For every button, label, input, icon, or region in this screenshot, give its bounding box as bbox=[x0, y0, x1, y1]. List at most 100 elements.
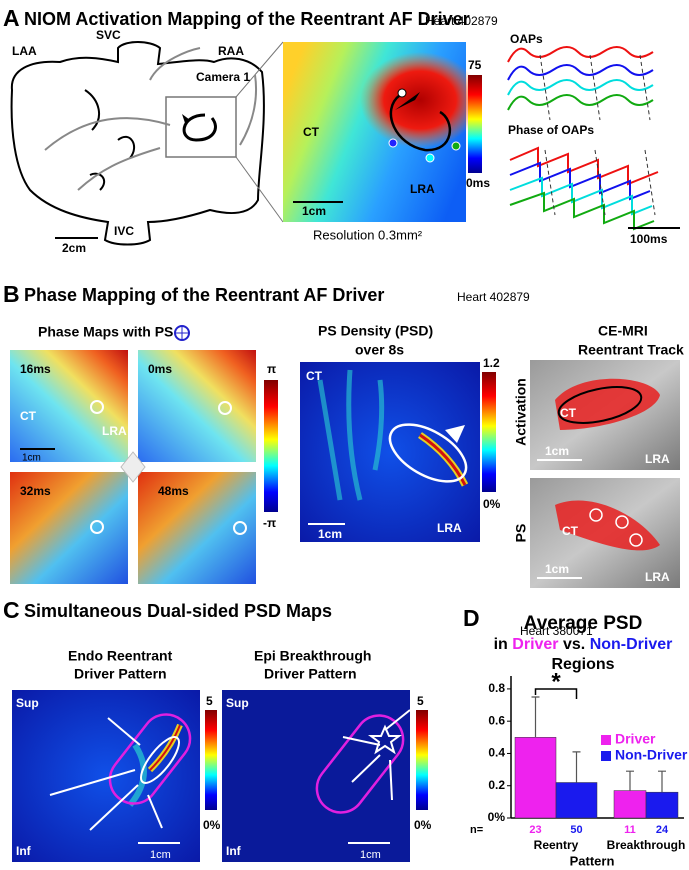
panel-title: Simultaneous Dual-sided PSD Maps bbox=[24, 601, 332, 621]
x-tick-label: Breakthrough bbox=[607, 838, 686, 852]
bar bbox=[555, 782, 598, 819]
panel-title: NIOM Activation Mapping of the Reentrant… bbox=[24, 9, 470, 29]
heart-outline bbox=[10, 41, 265, 246]
map-label: CT bbox=[20, 409, 37, 423]
time-label: 48ms bbox=[158, 484, 189, 498]
y-tick-label: 0.8 bbox=[488, 681, 505, 695]
colorbar-label: 0% bbox=[414, 818, 432, 832]
resolution: Resolution 0.3mm² bbox=[313, 227, 423, 242]
map-label: CT bbox=[303, 125, 320, 139]
colorbar bbox=[264, 380, 278, 512]
scale-label: 1cm bbox=[150, 849, 171, 861]
bar bbox=[514, 737, 557, 819]
significance-bracket bbox=[534, 688, 578, 699]
phase-maps bbox=[10, 350, 256, 584]
panel-letter: A bbox=[3, 5, 20, 31]
row-label: Activation bbox=[513, 378, 529, 446]
time-label: 32ms bbox=[20, 484, 51, 498]
n-count: 50 bbox=[570, 824, 582, 836]
scale-label: 1cm bbox=[22, 453, 41, 464]
colorbar bbox=[482, 372, 496, 492]
heart-label: LAA bbox=[12, 44, 37, 58]
sub-title: CE-MRI bbox=[598, 323, 648, 339]
map-label: CT bbox=[562, 524, 579, 538]
sub-title: Reentrant Track bbox=[578, 342, 684, 358]
legend-label: Driver bbox=[615, 731, 656, 747]
map-label: LRA bbox=[102, 424, 127, 438]
psd-map bbox=[300, 362, 480, 542]
scale-label: 1cm bbox=[545, 562, 569, 576]
sub-title: over 8s bbox=[355, 342, 404, 358]
map-label: LRA bbox=[645, 452, 670, 466]
heart-label: IVC bbox=[114, 224, 134, 238]
orient-label: Inf bbox=[16, 844, 32, 858]
panel-letter: D bbox=[463, 605, 480, 631]
sub-title: Endo Reentrant bbox=[68, 648, 173, 664]
colorbar-label: 0% bbox=[203, 818, 221, 832]
scale-label: 100ms bbox=[630, 232, 668, 246]
scale-label: 1cm bbox=[545, 444, 569, 458]
chart-subtitle: in Driver vs. Non-Driver bbox=[494, 636, 673, 653]
map-label: CT bbox=[306, 369, 323, 383]
scale-label: 1cm bbox=[318, 527, 342, 541]
panel-letter: B bbox=[3, 281, 20, 307]
sub-title: PS Density (PSD) bbox=[318, 323, 433, 339]
colorbar-label: 1.2 bbox=[483, 356, 500, 370]
bar bbox=[645, 791, 679, 819]
colorbar-label: 5 bbox=[206, 694, 213, 708]
trace-title: OAPs bbox=[510, 32, 543, 46]
sub-title: Driver Pattern bbox=[264, 666, 357, 682]
heart-label: SVC bbox=[96, 28, 121, 42]
camera-box bbox=[44, 41, 284, 223]
y-tick-label: 0% bbox=[488, 810, 506, 824]
psd-maps bbox=[12, 690, 411, 862]
ps-icon bbox=[174, 325, 190, 341]
map-label: LRA bbox=[645, 570, 670, 584]
scale-label: 2cm bbox=[62, 241, 86, 255]
x-tick-label: Reentry bbox=[534, 838, 579, 852]
heart-id: Heart 402879 bbox=[425, 14, 498, 28]
error-bar bbox=[572, 751, 581, 783]
n-label: n= bbox=[470, 824, 483, 836]
colorbar-label: -π bbox=[263, 516, 276, 530]
bar bbox=[613, 790, 647, 819]
bar-chart: D Average PSD in Driver vs. Non-Driver R… bbox=[463, 605, 688, 868]
subtitle-part: in bbox=[494, 636, 508, 653]
subtitle-part: vs. bbox=[563, 636, 585, 653]
sub-title: Epi Breakthrough bbox=[254, 648, 371, 664]
orient-label: Sup bbox=[226, 696, 249, 710]
n-count: 24 bbox=[656, 824, 669, 836]
colorbar bbox=[416, 710, 428, 810]
chart-subtitle: Regions bbox=[551, 656, 614, 673]
legend-swatch bbox=[601, 751, 611, 761]
subtitle-part: Driver bbox=[512, 636, 558, 653]
error-bar bbox=[626, 770, 634, 791]
scale-label: 1cm bbox=[302, 204, 326, 218]
colorbar bbox=[205, 710, 217, 810]
error-bar bbox=[531, 696, 540, 738]
significance-label: * bbox=[551, 668, 561, 695]
panel-title: Phase Mapping of the Reentrant AF Driver bbox=[24, 285, 384, 305]
colorbar-label: 0ms bbox=[466, 176, 490, 190]
colorbar-label: 5 bbox=[417, 694, 424, 708]
colorbar bbox=[468, 75, 482, 173]
y-tick-label: 0.4 bbox=[488, 746, 505, 760]
orient-label: Inf bbox=[226, 844, 242, 858]
mri-images bbox=[530, 360, 680, 588]
chart-title: Average PSD bbox=[524, 613, 643, 634]
scale-label: 1cm bbox=[360, 849, 381, 861]
colorbar-label: 0% bbox=[483, 497, 501, 511]
sub-title: Phase Maps with PS bbox=[38, 324, 173, 340]
panel-letter: C bbox=[3, 597, 20, 623]
y-tick-label: 0.2 bbox=[488, 778, 505, 792]
error-bar bbox=[658, 770, 666, 793]
map-label: LRA bbox=[437, 521, 462, 535]
n-count: 23 bbox=[529, 824, 541, 836]
x-axis-title: Pattern bbox=[570, 853, 615, 868]
activation-map bbox=[283, 42, 480, 222]
sub-title: Driver Pattern bbox=[74, 666, 167, 682]
camera-label: Camera 1 bbox=[196, 70, 250, 84]
orient-label: Sup bbox=[16, 696, 39, 710]
oap-traces bbox=[507, 46, 680, 231]
